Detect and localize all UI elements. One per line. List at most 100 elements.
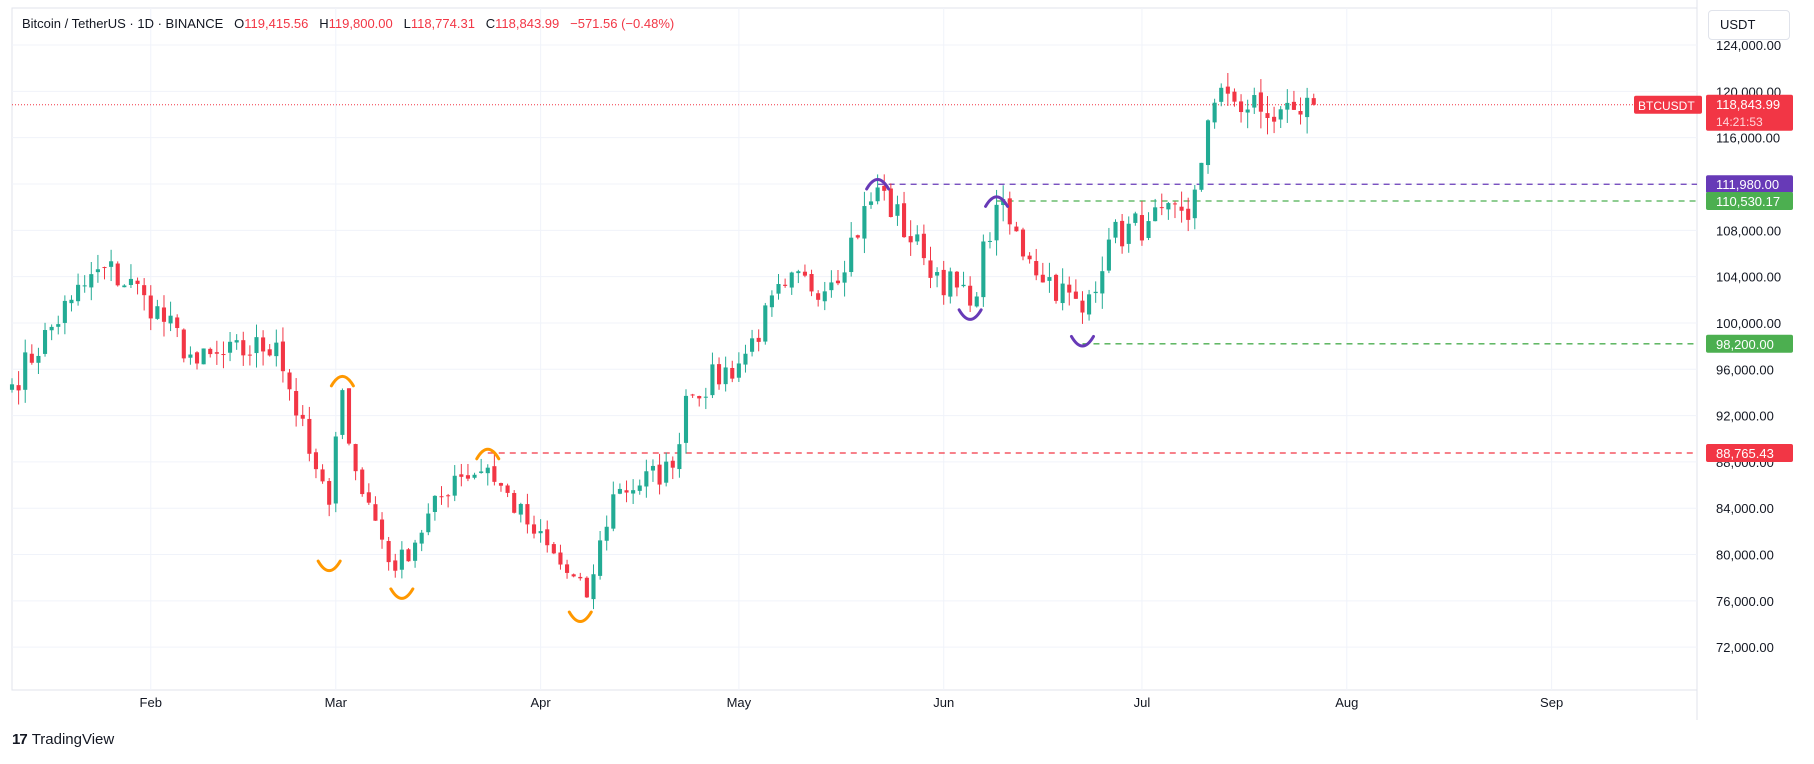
candle-body: [987, 240, 993, 242]
candle: [148, 285, 153, 331]
candle-body: [373, 504, 378, 521]
candle: [1067, 276, 1072, 306]
candle-body: [23, 352, 28, 390]
candle: [783, 278, 788, 288]
x-tick-label: Apr: [531, 695, 552, 710]
y-tick-label: 124,000.00: [1716, 38, 1781, 53]
candle-body: [908, 236, 913, 243]
candle-body: [670, 460, 675, 468]
candle-body: [796, 271, 801, 274]
candle: [657, 453, 662, 495]
candle-body: [928, 260, 933, 278]
candle: [829, 270, 834, 298]
candle: [181, 328, 186, 363]
candle-body: [29, 353, 34, 363]
candle-body: [723, 367, 728, 385]
candle: [313, 448, 319, 479]
candle: [254, 324, 259, 368]
candle-body: [637, 485, 642, 491]
candle: [95, 254, 100, 283]
candle-body: [816, 293, 821, 300]
candle-body: [1106, 239, 1111, 271]
horizontal-level-lines: [12, 104, 1697, 454]
candlestick-series: [9, 73, 1316, 610]
candle: [1120, 214, 1125, 254]
candle-body: [882, 185, 887, 191]
candle-body: [710, 364, 715, 396]
candle: [261, 330, 266, 366]
candle-body: [327, 481, 332, 505]
candle: [677, 432, 682, 478]
candle: [849, 222, 854, 277]
candle-body: [650, 465, 656, 471]
candle: [1205, 119, 1211, 174]
candle-body: [95, 269, 100, 273]
candle-body: [855, 235, 860, 238]
candle: [650, 459, 656, 482]
candle-body: [802, 271, 807, 276]
candle: [399, 541, 404, 579]
candle-body: [915, 234, 920, 242]
candle: [452, 465, 457, 502]
candle-body: [769, 295, 774, 308]
candle-body: [968, 285, 973, 306]
candle-body: [1311, 98, 1316, 105]
candle-body: [1053, 274, 1059, 301]
candle: [565, 559, 570, 579]
candle: [300, 405, 305, 427]
level-price-label: 98,200.00: [1716, 337, 1774, 352]
candle: [188, 346, 193, 365]
y-tick-label: 80,000.00: [1716, 548, 1774, 563]
candle-body: [274, 342, 279, 357]
candle-body: [981, 241, 986, 298]
candle-body: [465, 475, 470, 479]
swing-point-marks: [316, 178, 1095, 624]
swing-arc: [957, 308, 983, 321]
candle-body: [1272, 116, 1277, 122]
candle-body: [247, 354, 252, 356]
candle-body: [300, 414, 305, 419]
candle: [1020, 227, 1026, 261]
symbol-title: Bitcoin / TetherUS · 1D · BINANCE: [22, 16, 224, 31]
candle-body: [789, 272, 794, 288]
candle-body: [128, 278, 133, 285]
candle-body: [875, 187, 880, 202]
candle: [135, 277, 140, 295]
candle: [750, 329, 755, 357]
tradingview-logo[interactable]: 17 TradingView: [12, 731, 114, 748]
candle-body: [1120, 220, 1125, 247]
currency-button[interactable]: USDT: [1708, 10, 1790, 40]
candle: [287, 369, 292, 401]
candle: [862, 191, 867, 254]
symbol-legend: Bitcoin / TetherUS · 1D · BINANCE O119,4…: [22, 16, 674, 31]
tradingview-logo-icon: 17: [12, 731, 28, 748]
candle: [1258, 79, 1263, 129]
candle: [961, 271, 966, 288]
candle-body: [267, 349, 272, 356]
candle: [769, 290, 774, 317]
candle-body: [736, 363, 741, 378]
candle: [723, 356, 728, 392]
candle-body: [122, 285, 127, 288]
candle-body: [353, 444, 358, 472]
candle: [168, 301, 173, 332]
candle-body: [525, 504, 530, 525]
candle-body: [1007, 198, 1012, 225]
candle: [1146, 212, 1151, 241]
candle: [472, 472, 477, 480]
candle: [941, 260, 946, 305]
candle: [1179, 191, 1184, 223]
candle: [16, 371, 21, 405]
x-tick-label: Mar: [325, 695, 348, 710]
candle-body: [1093, 291, 1098, 294]
candle: [76, 273, 81, 306]
candle: [631, 479, 636, 504]
candle: [987, 232, 993, 249]
candle-body: [333, 436, 338, 504]
y-tick-label: 104,000.00: [1716, 270, 1781, 285]
candle: [419, 529, 424, 552]
candle: [1100, 256, 1105, 309]
candle-body: [1212, 102, 1217, 123]
candle-body: [1219, 87, 1224, 102]
